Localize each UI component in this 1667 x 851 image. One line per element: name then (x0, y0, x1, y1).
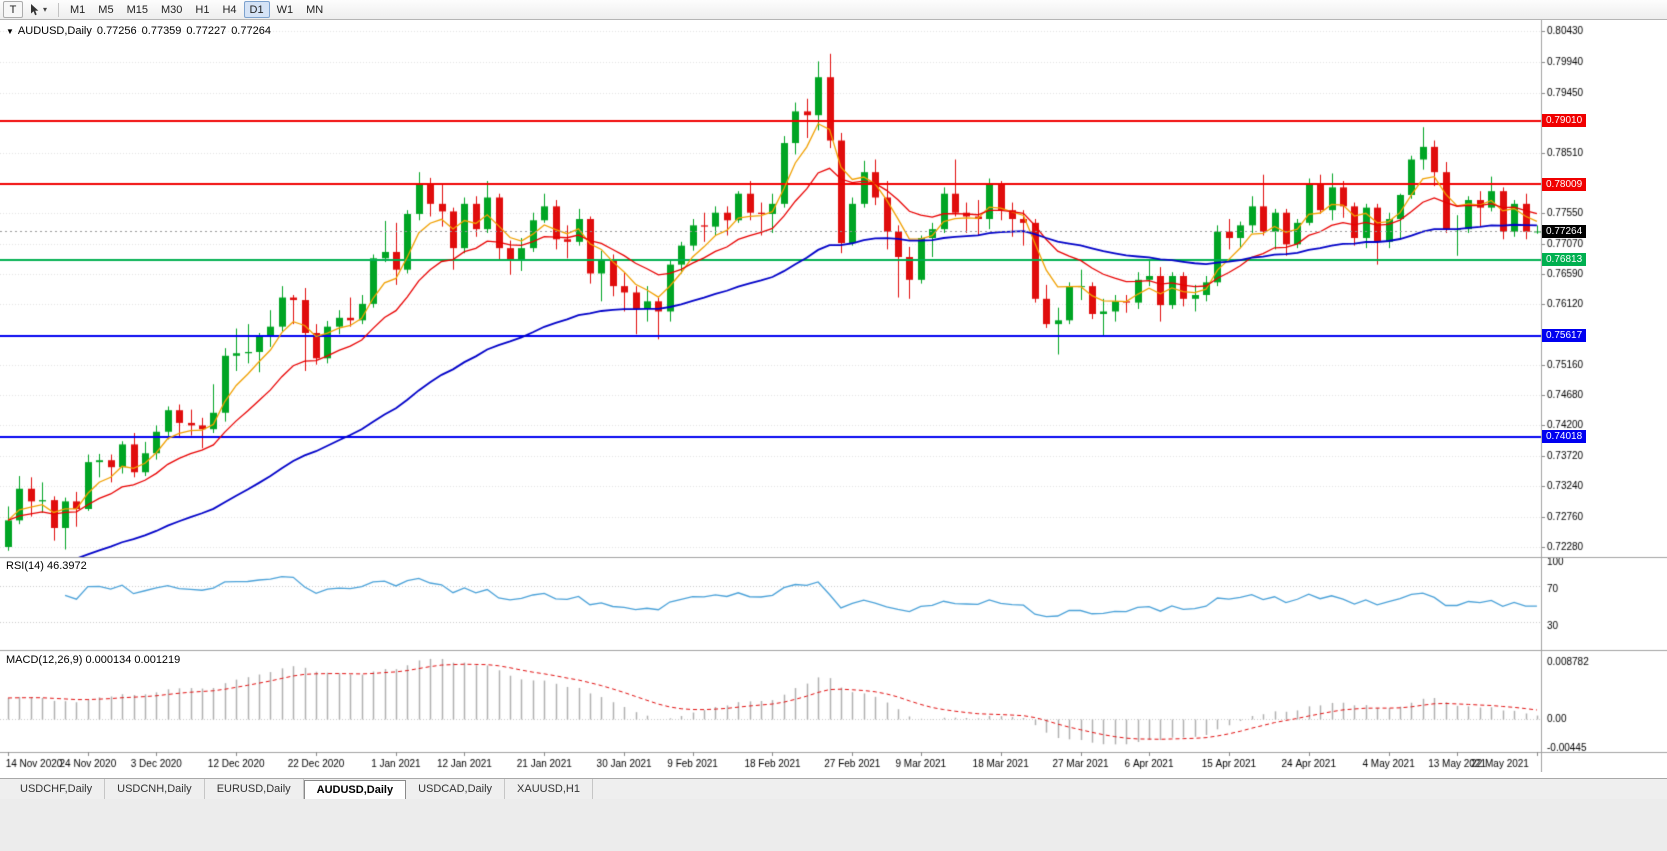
timeframe-button-mn[interactable]: MN (300, 1, 329, 18)
cursor-icon (31, 3, 39, 15)
timeframe-button-h1[interactable]: H1 (189, 1, 215, 18)
timeframe-button-d1[interactable]: D1 (243, 1, 270, 18)
quote-close: 0.77264 (231, 25, 271, 37)
symbol-tab-usdchf[interactable]: USDCHF,Daily (8, 779, 106, 799)
cursor-tool-button[interactable]: ▾ (24, 1, 53, 18)
symbol-tab-xauusd[interactable]: XAUUSD,H1 (505, 779, 593, 799)
timeframe-button-h4[interactable]: H4 (216, 1, 242, 18)
symbol-tabs: USDCHF,Daily USDCNH,Daily EURUSD,Daily AUDU… (8, 779, 593, 799)
dropdown-caret-icon: ▾ (43, 5, 48, 14)
hline-price-badge: 0.76813 (1542, 253, 1587, 267)
timeframe-button-m30[interactable]: M30 (155, 1, 188, 18)
chart-canvas[interactable] (0, 20, 1667, 772)
current-price-badge: 0.77264 (1542, 224, 1587, 238)
hline-price-badge: 0.78009 (1542, 177, 1587, 191)
symbol-timeframe-label: AUDUSD,Daily (17, 25, 92, 37)
text-tool-button[interactable]: T (3, 1, 23, 18)
hline-price-badge: 0.75617 (1542, 329, 1587, 343)
symbol-tab-bar: USDCHF,Daily USDCNH,Daily EURUSD,Daily AUDU… (0, 778, 1667, 799)
timeframe-button-m15[interactable]: M15 (121, 1, 154, 18)
timeframe-button-m5[interactable]: M5 (92, 1, 119, 18)
symbol-tab-eurusd[interactable]: EURUSD,Daily (205, 779, 304, 799)
rsi-header: RSI(14) 46.3972 (6, 560, 87, 572)
hline-price-badge: 0.79010 (1542, 114, 1587, 128)
timeframe-button-w1[interactable]: W1 (271, 1, 300, 18)
macd-header: MACD(12,26,9) 0.000134 0.001219 (6, 654, 181, 666)
top-toolbar: T ▾ M1 M5 M15 M30 H1 H4 D1 W1 MN (0, 0, 1667, 20)
symbol-tab-usdcad[interactable]: USDCAD,Daily (406, 779, 506, 799)
hline-price-badge: 0.74018 (1542, 430, 1587, 444)
quote-low: 0.77227 (186, 25, 227, 37)
quote-open: 0.77256 (96, 25, 137, 37)
quote-high: 0.77359 (141, 25, 182, 37)
timeframe-button-m1[interactable]: M1 (64, 1, 91, 18)
timeframe-button-group: M1 M5 M15 M30 H1 H4 D1 W1 MN (64, 1, 329, 18)
chart-header: ▼ AUDUSD,Daily 0.77256 0.77359 0.77227 0… (6, 25, 271, 37)
symbol-tab-usdcnh[interactable]: USDCNH,Daily (105, 779, 205, 799)
window-bottom-filler (0, 799, 1667, 851)
collapse-triangle-icon[interactable]: ▼ (6, 26, 14, 36)
symbol-tab-audusd[interactable]: AUDUSD,Daily (303, 780, 407, 799)
toolbar-separator (58, 2, 60, 17)
